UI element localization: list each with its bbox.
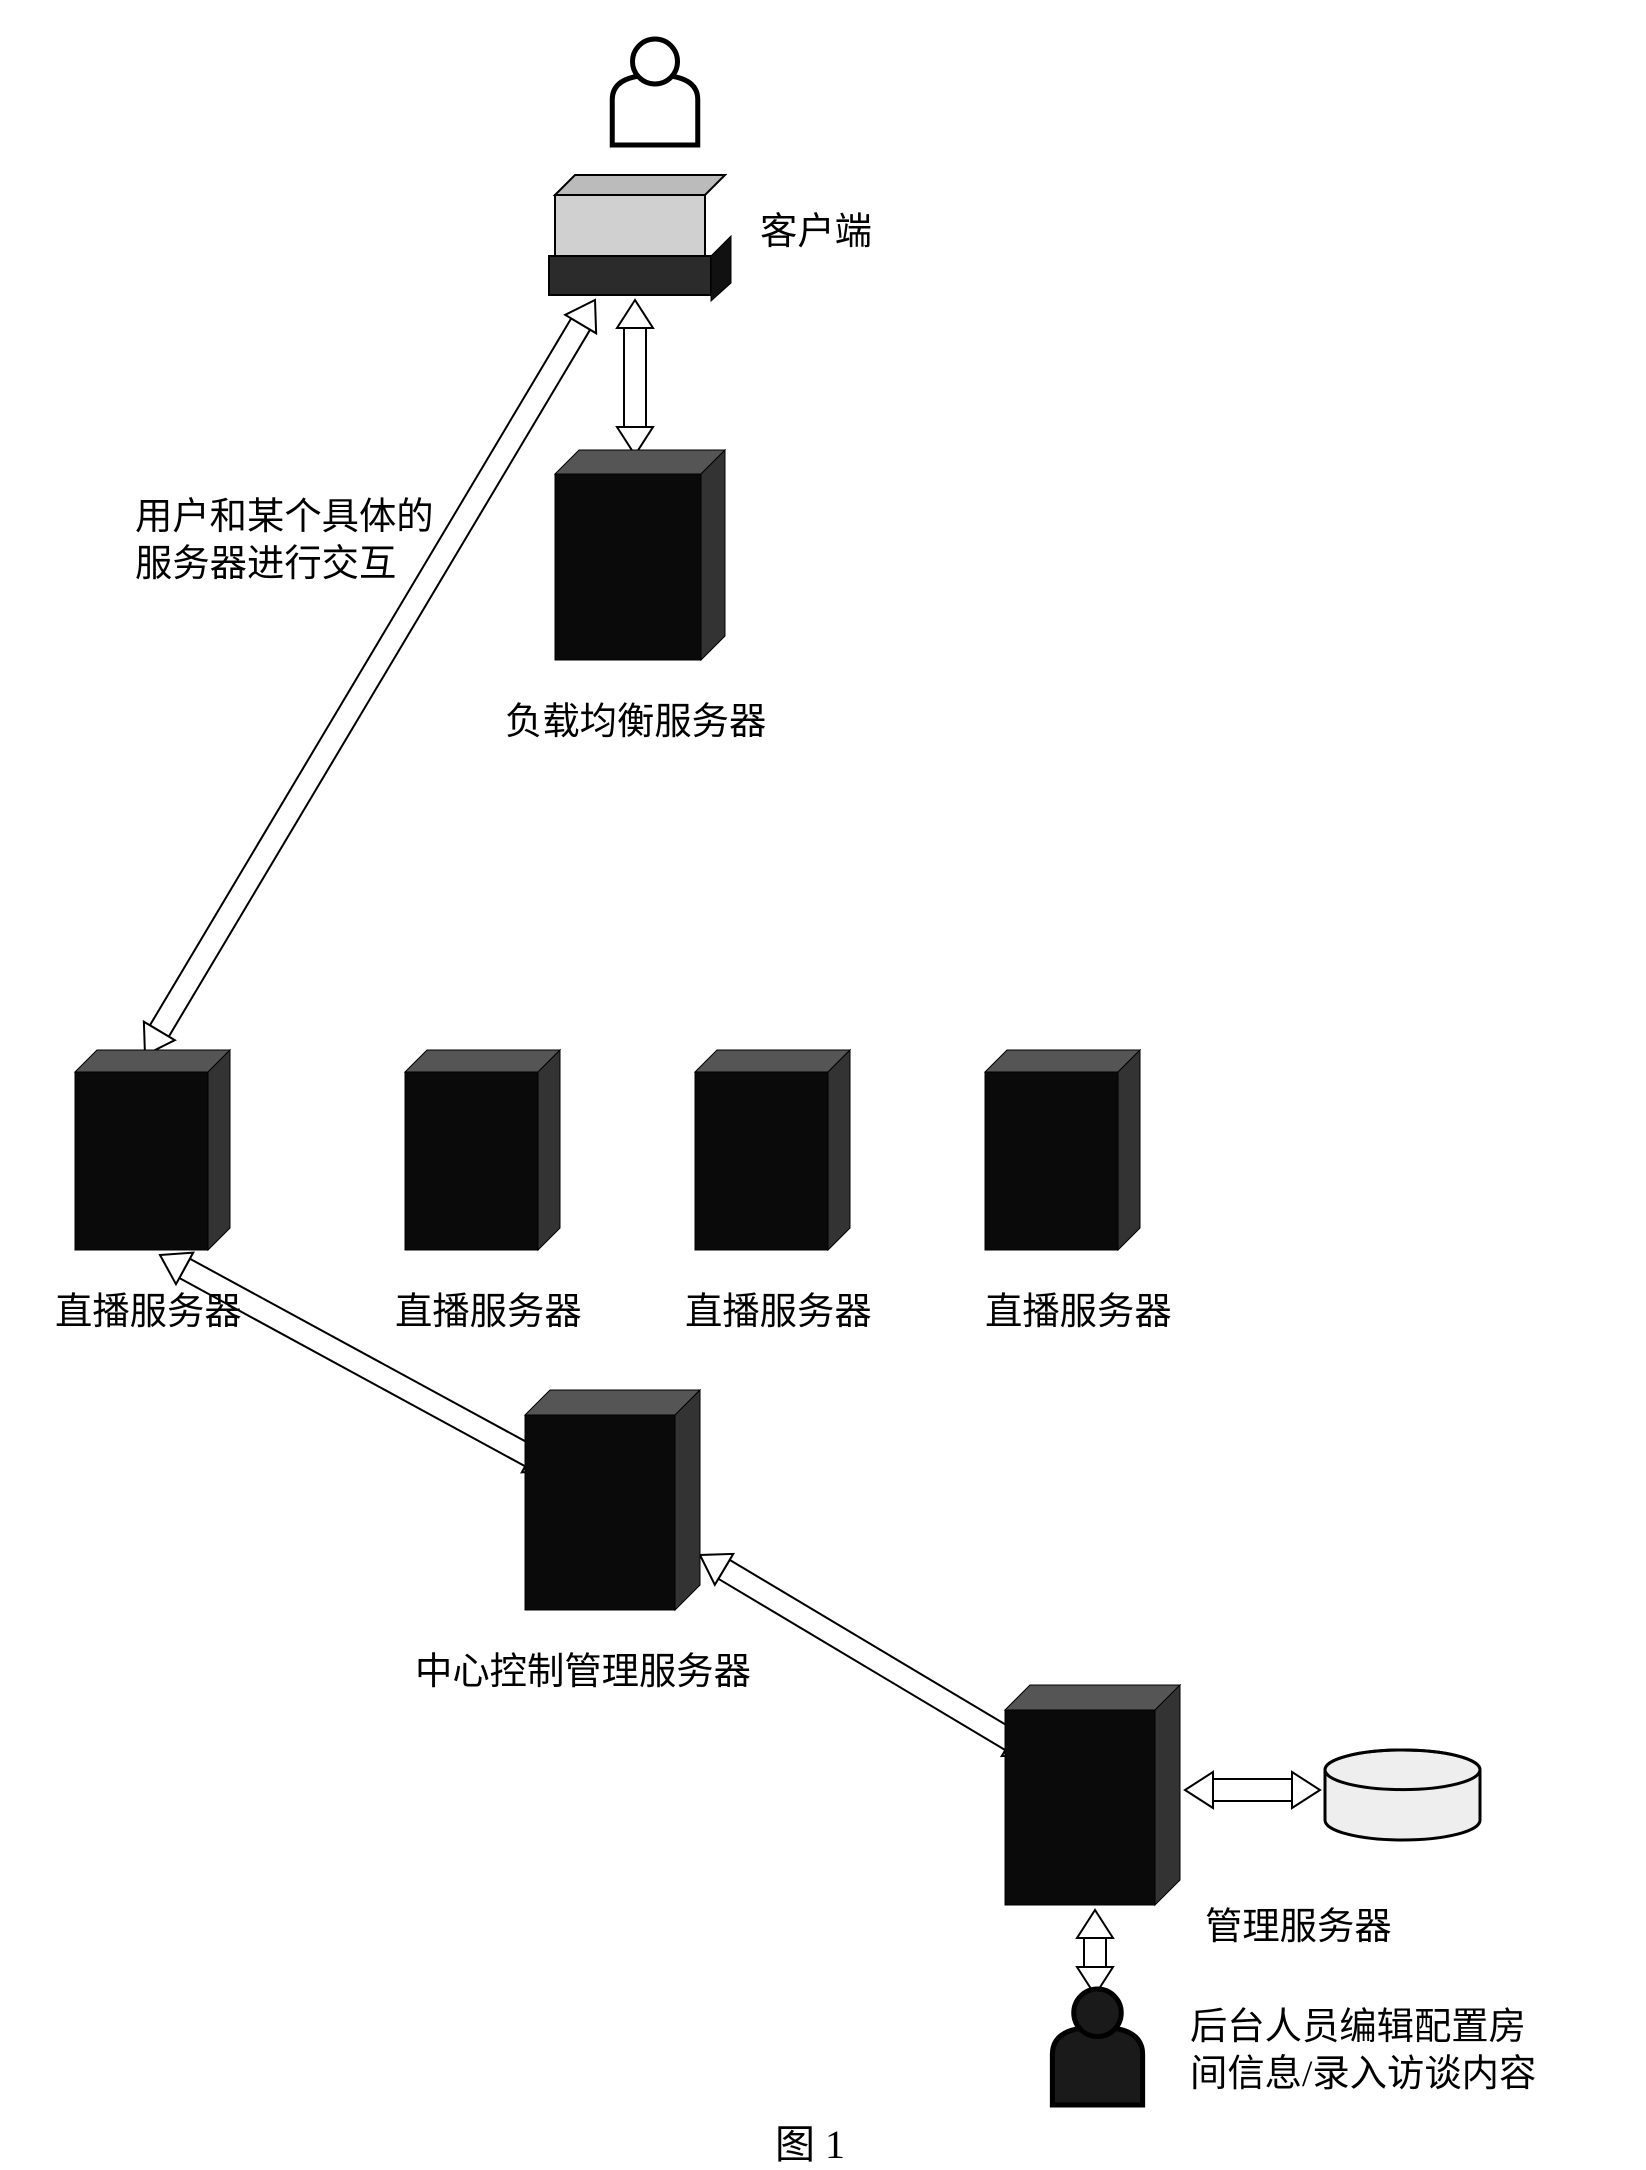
node-label: 直播服务器 (985, 1290, 1172, 1337)
double-arrow (1185, 1772, 1320, 1808)
server-node (1005, 1685, 1180, 1905)
annotation-label: 后台人员编辑配置房 间信息/录入访谈内容 (1190, 2005, 1536, 2098)
node-label: 管理服务器 (1205, 1905, 1392, 1952)
figure-caption: 图 1 (775, 2120, 845, 2170)
svg-layer (0, 0, 1646, 2162)
server-node (525, 1390, 700, 1610)
node-label: 直播服务器 (55, 1290, 242, 1337)
person-dark-icon (1052, 1989, 1142, 2105)
double-arrow (160, 1253, 555, 1473)
node-label: 直播服务器 (685, 1290, 872, 1337)
double-arrow (1077, 1910, 1113, 1995)
database-icon (1325, 1750, 1480, 1840)
server-node (985, 1050, 1140, 1250)
double-arrow (617, 300, 653, 455)
diagram-canvas: 客户端负载均衡服务器直播服务器 直播服务器 直播服务器 直播服务器中心控制管理服务器管… (0, 0, 1646, 2162)
server-node (75, 1050, 230, 1250)
server-node (555, 450, 725, 660)
server-node (695, 1050, 850, 1250)
node-label: 中心控制管理服务器 (415, 1650, 751, 1697)
node-label: 负载均衡服务器 (505, 700, 766, 747)
node-label: 客户端 (760, 210, 872, 257)
annotation-label: 用户和某个具体的 服务器进行交互 (135, 495, 434, 588)
server-node (405, 1050, 560, 1250)
node-label: 直播服务器 (395, 1290, 582, 1337)
double-arrow (144, 300, 596, 1055)
person-light-icon (612, 39, 698, 145)
client-monitor (549, 175, 731, 301)
